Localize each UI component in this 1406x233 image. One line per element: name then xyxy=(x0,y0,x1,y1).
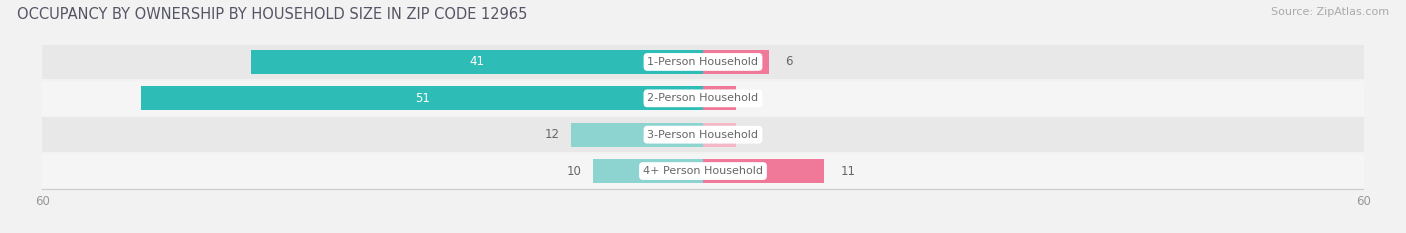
Bar xyxy=(42,117,1364,152)
Text: 12: 12 xyxy=(544,128,560,141)
Text: 4+ Person Household: 4+ Person Household xyxy=(643,166,763,176)
Bar xyxy=(703,123,737,147)
Text: 0: 0 xyxy=(720,92,727,105)
Text: 41: 41 xyxy=(470,55,485,69)
Bar xyxy=(42,81,1364,116)
Text: 6: 6 xyxy=(786,55,793,69)
Text: 2-Person Household: 2-Person Household xyxy=(647,93,759,103)
Text: 51: 51 xyxy=(415,92,430,105)
Bar xyxy=(703,50,769,74)
Bar xyxy=(703,86,737,110)
Bar xyxy=(571,123,703,147)
Text: 1-Person Household: 1-Person Household xyxy=(648,57,758,67)
Bar xyxy=(252,50,703,74)
Bar xyxy=(703,159,824,183)
Text: 10: 10 xyxy=(567,164,582,178)
Text: Source: ZipAtlas.com: Source: ZipAtlas.com xyxy=(1271,7,1389,17)
Text: 3-Person Household: 3-Person Household xyxy=(648,130,758,140)
Bar xyxy=(42,154,1364,188)
Bar xyxy=(593,159,703,183)
Bar xyxy=(42,45,1364,79)
Text: 11: 11 xyxy=(841,164,856,178)
Text: OCCUPANCY BY OWNERSHIP BY HOUSEHOLD SIZE IN ZIP CODE 12965: OCCUPANCY BY OWNERSHIP BY HOUSEHOLD SIZE… xyxy=(17,7,527,22)
Text: 0: 0 xyxy=(720,128,727,141)
Bar xyxy=(141,86,703,110)
